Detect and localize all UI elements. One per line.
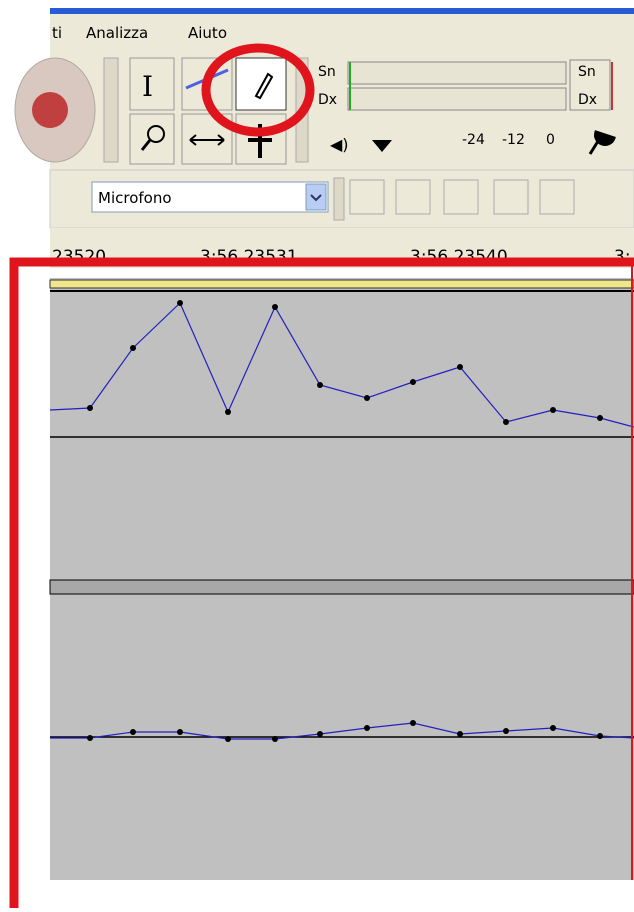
screenshot: ti Analizza Aiuto I Sn Dx Sn Dx ◀) -24 -… [0, 0, 634, 908]
grip [104, 58, 118, 162]
track-area [50, 278, 634, 880]
menu-item[interactable]: Analizza [86, 24, 148, 42]
trim-button[interactable] [494, 180, 528, 214]
meter-scale: -12 [502, 132, 525, 148]
paste-button[interactable] [444, 180, 478, 214]
menu-item[interactable]: Aiuto [188, 24, 227, 42]
track-separator [50, 580, 634, 594]
tool-icon: I [142, 70, 153, 103]
grip [334, 178, 344, 220]
meter-label: Sn [578, 64, 596, 80]
dropdown-button[interactable] [306, 184, 326, 210]
input-label: Microfono [98, 189, 172, 207]
title-bar [50, 8, 634, 14]
selection-bar [50, 280, 634, 288]
meter-label: Dx [578, 92, 597, 108]
menu-item[interactable]: ti [52, 24, 62, 42]
page: {"menu": {"items": ["ti", "Analizza", "A… [0, 0, 634, 908]
meter-scale: 0 [546, 132, 555, 148]
silence-button[interactable] [540, 180, 574, 214]
meter-bar [348, 88, 566, 110]
meter-bar [348, 62, 566, 84]
draw-tool[interactable] [236, 58, 286, 110]
speaker-icon: ◀) [330, 135, 349, 154]
copy-button[interactable] [396, 180, 430, 214]
zoom-tool[interactable] [130, 114, 174, 164]
record-button[interactable] [32, 92, 68, 128]
meter-label: Sn [318, 64, 336, 80]
meter-label: Dx [318, 92, 337, 108]
cut-button[interactable] [350, 180, 384, 214]
meter-scale: -24 [462, 132, 485, 148]
